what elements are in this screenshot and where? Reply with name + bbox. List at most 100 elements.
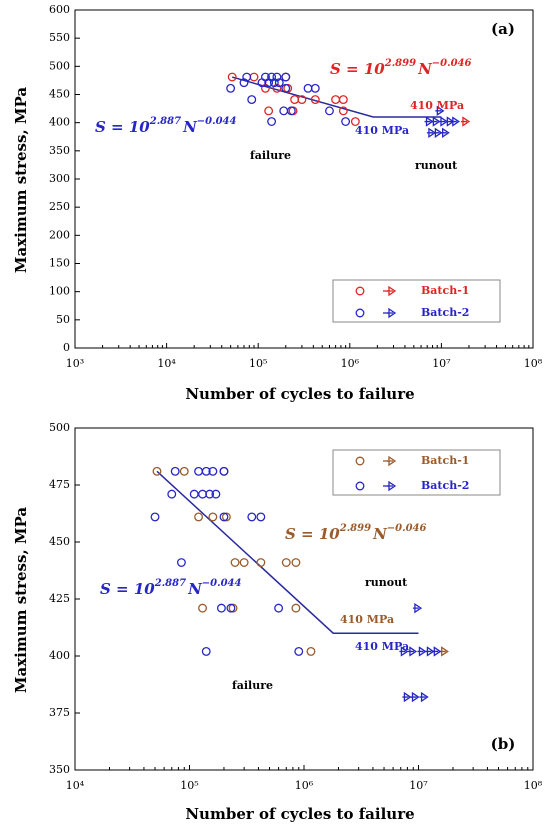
panel-label: (a) — [491, 20, 515, 38]
runout-point — [450, 116, 461, 127]
data-point — [341, 117, 351, 126]
eq-exponent: 2.899 — [339, 523, 371, 534]
legend-marker — [355, 481, 365, 491]
data-point — [189, 489, 199, 499]
data-point — [279, 106, 289, 116]
data-point — [281, 558, 291, 567]
annotation: runout — [415, 159, 458, 172]
data-point — [198, 603, 207, 613]
legend-box — [332, 449, 501, 496]
data-point — [286, 106, 296, 116]
data-point — [297, 95, 307, 105]
runout-point — [417, 646, 427, 657]
y-tick-label: 350 — [49, 144, 70, 157]
data-point — [257, 78, 267, 88]
runout-point — [440, 127, 450, 139]
data-point — [274, 78, 284, 88]
annotation: failure — [250, 149, 291, 162]
eq-power: −0.044 — [202, 578, 242, 589]
y-tick-label: 50 — [56, 313, 70, 326]
data-point — [247, 95, 257, 105]
data-point — [230, 558, 240, 567]
data-point — [338, 95, 348, 105]
y-tick-label: 400 — [49, 116, 70, 129]
annotation: failure — [232, 679, 273, 692]
y-tick-label: 450 — [49, 88, 70, 101]
legend-marker — [355, 456, 365, 466]
runout-point — [432, 646, 442, 657]
y-tick-label: 300 — [49, 172, 70, 185]
eq-exponent: 2.899 — [384, 58, 416, 69]
fit-line — [156, 470, 419, 634]
data-point — [264, 106, 274, 116]
fit-line — [231, 76, 442, 118]
y-axis-title: Maximum stress, MPa — [12, 87, 30, 273]
eq-base: N — [187, 580, 203, 598]
data-point — [205, 489, 215, 499]
x-tick-label: 10⁵ — [249, 357, 267, 370]
data-point — [310, 95, 320, 105]
runout-point — [410, 691, 420, 703]
data-point — [198, 489, 207, 499]
eq-power: −0.044 — [197, 116, 237, 127]
y-tick-label: 500 — [49, 59, 70, 72]
data-point — [150, 512, 160, 522]
data-point — [281, 72, 291, 82]
equation: S = 102.887 N−0.044 — [100, 578, 242, 599]
eq-power: −0.046 — [432, 58, 472, 69]
eq-base: N — [372, 525, 388, 543]
x-tick-label: 10⁵ — [180, 779, 198, 792]
eq-prefix: S = 10 — [95, 118, 150, 136]
runout-point — [426, 127, 437, 139]
x-axis-title: Number of cycles to failure — [185, 385, 414, 403]
data-point — [216, 603, 226, 613]
legend-label: Batch-1 — [421, 284, 469, 297]
data-point — [201, 646, 211, 656]
data-point — [291, 558, 301, 567]
panel-label: (b) — [491, 735, 516, 753]
annotation: runout — [365, 576, 408, 589]
data-point — [179, 466, 189, 476]
runout-point — [419, 691, 429, 703]
eq-base: N — [417, 60, 433, 78]
y-tick-label: 250 — [49, 200, 70, 213]
data-point — [208, 466, 218, 476]
data-point — [226, 83, 236, 93]
legend-label: Batch-2 — [421, 479, 469, 492]
data-point — [310, 83, 320, 93]
data-point — [194, 512, 204, 522]
runout-point — [425, 646, 435, 657]
data-point — [176, 558, 186, 567]
y-tick-label: 500 — [49, 421, 70, 434]
x-tick-label: 10⁸ — [524, 779, 543, 792]
data-point — [291, 603, 301, 613]
data-point — [247, 512, 257, 522]
data-point — [201, 466, 211, 476]
data-point — [194, 466, 204, 476]
x-tick-label: 10⁴ — [66, 779, 85, 792]
data-point — [167, 489, 177, 499]
data-point — [338, 106, 348, 116]
x-tick-label: 10⁸ — [524, 357, 543, 370]
annotation: 410 MPa — [355, 640, 409, 653]
data-point — [272, 72, 282, 82]
y-tick-label: 150 — [49, 257, 70, 270]
y-tick-label: 200 — [49, 228, 70, 241]
data-point — [294, 646, 304, 656]
runout-point — [435, 105, 445, 117]
x-tick-label: 10⁶ — [295, 779, 314, 792]
annotation: 410 MPa — [410, 99, 464, 112]
y-tick-label: 425 — [49, 592, 70, 605]
eq-prefix: S = 10 — [285, 525, 340, 543]
data-point — [221, 512, 231, 522]
data-point — [281, 83, 291, 93]
eq-exponent: 2.887 — [154, 578, 186, 589]
equation: S = 102.899 N−0.046 — [330, 58, 472, 79]
x-tick-label: 10⁷ — [432, 357, 451, 370]
legend-marker — [355, 308, 365, 318]
equation: S = 102.899 N−0.046 — [285, 523, 427, 544]
eq-base: N — [182, 118, 198, 136]
x-tick-label: 10⁶ — [341, 357, 360, 370]
y-axis-title: Maximum stress, MPa — [12, 507, 30, 693]
